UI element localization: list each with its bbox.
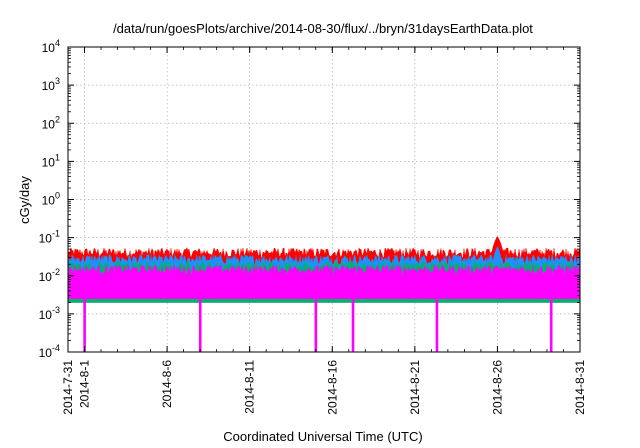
x-tick-label: 2014-8-11 — [243, 360, 257, 414]
y-tick-label: 103 — [42, 76, 60, 93]
grid — [67, 46, 581, 353]
x-tick-label: 2014-7-31 — [61, 360, 75, 415]
dropout-spike — [435, 298, 439, 352]
y-tick-label: 104 — [42, 38, 60, 55]
x-tick-label: 2014-8-21 — [408, 360, 422, 415]
data-series — [67, 236, 581, 352]
x-tick-label: 2014-8-16 — [325, 360, 339, 415]
y-ticks: 10-4 10-3 10-2 10-1 100 101 102 103 104 — [39, 38, 580, 360]
y-tick-label: 10-4 — [39, 343, 60, 360]
x-tick-label: 2014-8-1 — [78, 360, 92, 408]
x-tick-label: 2014-8-6 — [160, 360, 174, 408]
x-ticks: 2014-7-31 2014-8-1 2014-8-6 2014-8-11 2014-8… — [61, 47, 587, 415]
y-tick-label: 100 — [42, 191, 60, 208]
y-tick-label: 102 — [42, 114, 60, 131]
chart-title: /data/run/goesPlots/archive/2014-08-30/f… — [113, 21, 533, 36]
dropout-spike — [351, 298, 355, 352]
dropout-spike — [549, 298, 553, 352]
y-tick-label: 101 — [42, 152, 60, 169]
series-3-area — [67, 264, 581, 299]
y-tick-label: 10-3 — [39, 305, 60, 322]
x-tick-label: 2014-8-26 — [490, 360, 504, 415]
dropout-spike — [314, 298, 318, 352]
y-axis-label: cGy/day — [17, 176, 32, 224]
dropout-spike — [83, 298, 86, 352]
y-tick-label: 10-1 — [39, 229, 60, 246]
x-axis-label: Coordinated Universal Time (UTC) — [223, 429, 422, 444]
x-tick-label: 2014-8-31 — [573, 360, 587, 415]
y-tick-label: 10-2 — [39, 267, 60, 284]
dropout-spike — [198, 298, 202, 352]
